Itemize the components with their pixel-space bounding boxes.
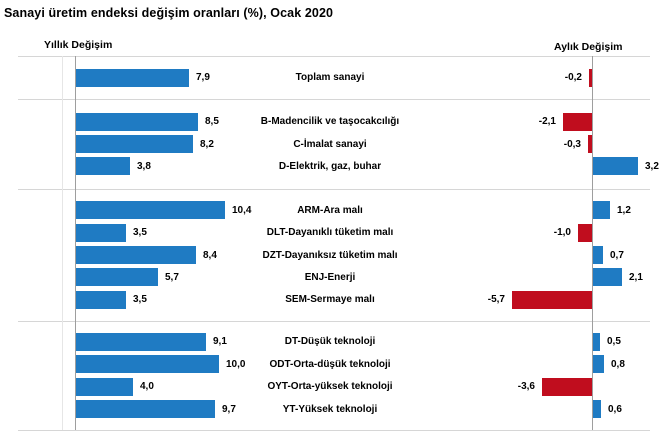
annual-value-label: 5,7 bbox=[165, 272, 179, 283]
monthly-value-label: -0,2 bbox=[564, 72, 582, 83]
monthly-value-label: -3,6 bbox=[517, 381, 535, 392]
annual-bar bbox=[76, 69, 189, 87]
annual-bar bbox=[76, 135, 193, 153]
monthly-value-label: 0,7 bbox=[610, 250, 624, 261]
category-label: YT-Yüksek teknoloji bbox=[282, 404, 378, 415]
category-label: ARM-Ara malı bbox=[297, 205, 363, 216]
category-label: C-İmalat sanayi bbox=[293, 139, 367, 150]
chart-title: Sanayi üretim endeksi değişim oranları (… bbox=[4, 6, 334, 20]
annual-bar bbox=[76, 400, 215, 418]
category-label: ODT-Orta-düşük teknoloji bbox=[269, 359, 391, 370]
section-divider bbox=[18, 430, 650, 431]
section-divider bbox=[18, 56, 650, 57]
monthly-bar bbox=[593, 157, 638, 175]
annual-panel-header: Yıllık Değişim bbox=[44, 39, 113, 51]
annual-value-label: 8,5 bbox=[205, 116, 219, 127]
annual-value-label: 8,4 bbox=[203, 250, 217, 261]
monthly-bar bbox=[593, 268, 622, 286]
annual-bar bbox=[76, 333, 206, 351]
category-label: ENJ-Enerji bbox=[304, 272, 356, 283]
monthly-panel-header: Aylık Değişim bbox=[554, 41, 623, 53]
monthly-value-label: 1,2 bbox=[617, 205, 631, 216]
annual-value-label: 9,1 bbox=[213, 336, 227, 347]
category-label: DLT-Dayanıklı tüketim malı bbox=[266, 227, 394, 238]
plot-left-border bbox=[62, 56, 63, 430]
annual-value-label: 3,5 bbox=[133, 294, 147, 305]
annual-value-label: 3,5 bbox=[133, 227, 147, 238]
monthly-bar bbox=[593, 246, 603, 264]
annual-value-label: 10,0 bbox=[226, 359, 246, 370]
annual-value-label: 10,4 bbox=[232, 205, 252, 216]
monthly-bar bbox=[542, 378, 592, 396]
annual-bar bbox=[76, 378, 133, 396]
monthly-bar bbox=[588, 135, 592, 153]
annual-value-label: 3,8 bbox=[137, 161, 151, 172]
category-label: Toplam sanayi bbox=[295, 72, 365, 83]
monthly-bar bbox=[593, 333, 600, 351]
monthly-bar bbox=[578, 224, 592, 242]
monthly-axis-line bbox=[592, 56, 593, 430]
category-label: DT-Düşük teknoloji bbox=[284, 336, 376, 347]
annual-bar bbox=[76, 113, 198, 131]
category-label: B-Madencilik ve taşocakcılığı bbox=[260, 116, 400, 127]
monthly-bar bbox=[593, 201, 610, 219]
monthly-bar bbox=[563, 113, 592, 131]
monthly-value-label: -1,0 bbox=[553, 227, 571, 238]
monthly-value-label: 0,6 bbox=[608, 404, 622, 415]
annual-bar bbox=[76, 224, 126, 242]
annual-bar bbox=[76, 246, 196, 264]
monthly-value-label: -5,7 bbox=[487, 294, 505, 305]
monthly-bar bbox=[593, 400, 601, 418]
monthly-value-label: 3,2 bbox=[645, 161, 659, 172]
monthly-bar bbox=[593, 355, 604, 373]
monthly-bar bbox=[512, 291, 592, 309]
category-label: OYT-Orta-yüksek teknoloji bbox=[267, 381, 393, 392]
section-divider bbox=[18, 189, 650, 190]
category-label: SEM-Sermaye malı bbox=[285, 294, 375, 305]
annual-value-label: 4,0 bbox=[140, 381, 154, 392]
annual-axis-line bbox=[75, 56, 76, 430]
annual-value-label: 8,2 bbox=[200, 139, 214, 150]
category-label: DZT-Dayanıksız tüketim malı bbox=[262, 250, 398, 261]
annual-bar bbox=[76, 355, 219, 373]
monthly-value-label: 2,1 bbox=[629, 272, 643, 283]
annual-value-label: 7,9 bbox=[196, 72, 210, 83]
section-divider bbox=[18, 99, 650, 100]
annual-bar bbox=[76, 157, 130, 175]
annual-bar bbox=[76, 201, 225, 219]
monthly-value-label: -2,1 bbox=[538, 116, 556, 127]
monthly-value-label: 0,8 bbox=[611, 359, 625, 370]
monthly-bar bbox=[589, 69, 592, 87]
annual-bar bbox=[76, 268, 158, 286]
monthly-value-label: 0,5 bbox=[607, 336, 621, 347]
section-divider bbox=[18, 321, 650, 322]
annual-bar bbox=[76, 291, 126, 309]
category-label: D-Elektrik, gaz, buhar bbox=[278, 161, 382, 172]
annual-value-label: 9,7 bbox=[222, 404, 236, 415]
monthly-value-label: -0,3 bbox=[563, 139, 581, 150]
